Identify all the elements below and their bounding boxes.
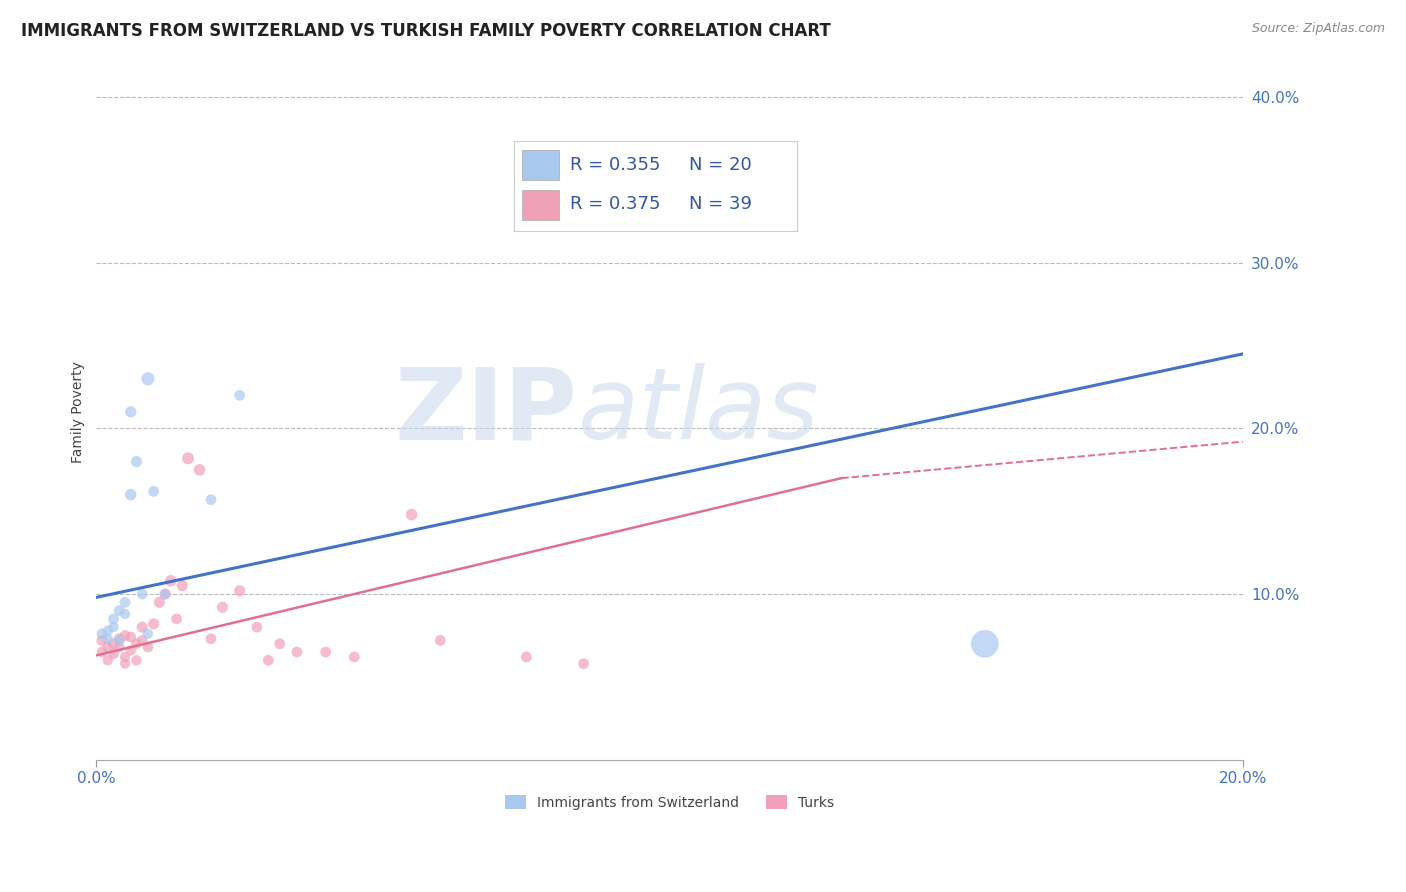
Text: Source: ZipAtlas.com: Source: ZipAtlas.com: [1251, 22, 1385, 36]
Point: [125, 653, 148, 667]
Point: [120, 643, 142, 657]
Point: [188, 463, 211, 477]
Point: [166, 612, 188, 626]
Point: [211, 600, 233, 615]
Point: [125, 637, 148, 651]
Point: [315, 645, 337, 659]
Point: [114, 657, 136, 671]
Point: [103, 612, 125, 626]
Point: [200, 632, 222, 646]
Point: [103, 620, 125, 634]
Point: [91, 627, 114, 641]
Point: [97, 632, 120, 646]
Point: [114, 628, 136, 642]
Point: [136, 627, 159, 641]
Point: [246, 620, 269, 634]
Text: N = 20: N = 20: [689, 155, 752, 174]
Point: [136, 640, 159, 654]
Text: R = 0.355: R = 0.355: [571, 155, 661, 174]
Text: IMMIGRANTS FROM SWITZERLAND VS TURKISH FAMILY POVERTY CORRELATION CHART: IMMIGRANTS FROM SWITZERLAND VS TURKISH F…: [21, 22, 831, 40]
Point: [103, 637, 125, 651]
Point: [160, 574, 183, 588]
Point: [172, 579, 194, 593]
Point: [228, 388, 250, 402]
Y-axis label: Family Poverty: Family Poverty: [72, 361, 86, 463]
Point: [114, 650, 136, 665]
Point: [228, 583, 250, 598]
Point: [343, 650, 366, 665]
Point: [131, 587, 153, 601]
Point: [515, 650, 537, 665]
Point: [120, 488, 142, 502]
FancyBboxPatch shape: [522, 191, 558, 220]
Text: ZIP: ZIP: [395, 363, 578, 460]
Point: [114, 595, 136, 609]
Point: [401, 508, 423, 522]
Point: [142, 484, 165, 499]
Point: [153, 587, 176, 601]
Point: [148, 595, 170, 609]
Point: [103, 647, 125, 661]
Point: [108, 633, 131, 648]
Point: [114, 607, 136, 621]
Point: [120, 405, 142, 419]
Text: N = 39: N = 39: [689, 194, 752, 213]
Point: [97, 640, 120, 654]
Point: [131, 633, 153, 648]
Point: [125, 454, 148, 468]
Point: [120, 630, 142, 644]
Point: [108, 640, 131, 654]
Point: [269, 637, 291, 651]
Point: [108, 632, 131, 646]
Point: [177, 451, 200, 466]
Text: R = 0.375: R = 0.375: [571, 194, 661, 213]
Point: [108, 604, 131, 618]
Text: atlas: atlas: [578, 363, 820, 460]
Point: [97, 653, 120, 667]
Point: [200, 492, 222, 507]
Point: [131, 620, 153, 634]
Point: [97, 624, 120, 638]
Point: [136, 372, 159, 386]
Legend: Immigrants from Switzerland, Turks: Immigrants from Switzerland, Turks: [499, 789, 839, 815]
Point: [429, 633, 451, 648]
Point: [142, 616, 165, 631]
Point: [285, 645, 308, 659]
Point: [153, 587, 176, 601]
Point: [91, 633, 114, 648]
Point: [572, 657, 595, 671]
Point: [973, 637, 995, 651]
FancyBboxPatch shape: [522, 151, 558, 180]
Point: [257, 653, 280, 667]
Point: [91, 645, 114, 659]
